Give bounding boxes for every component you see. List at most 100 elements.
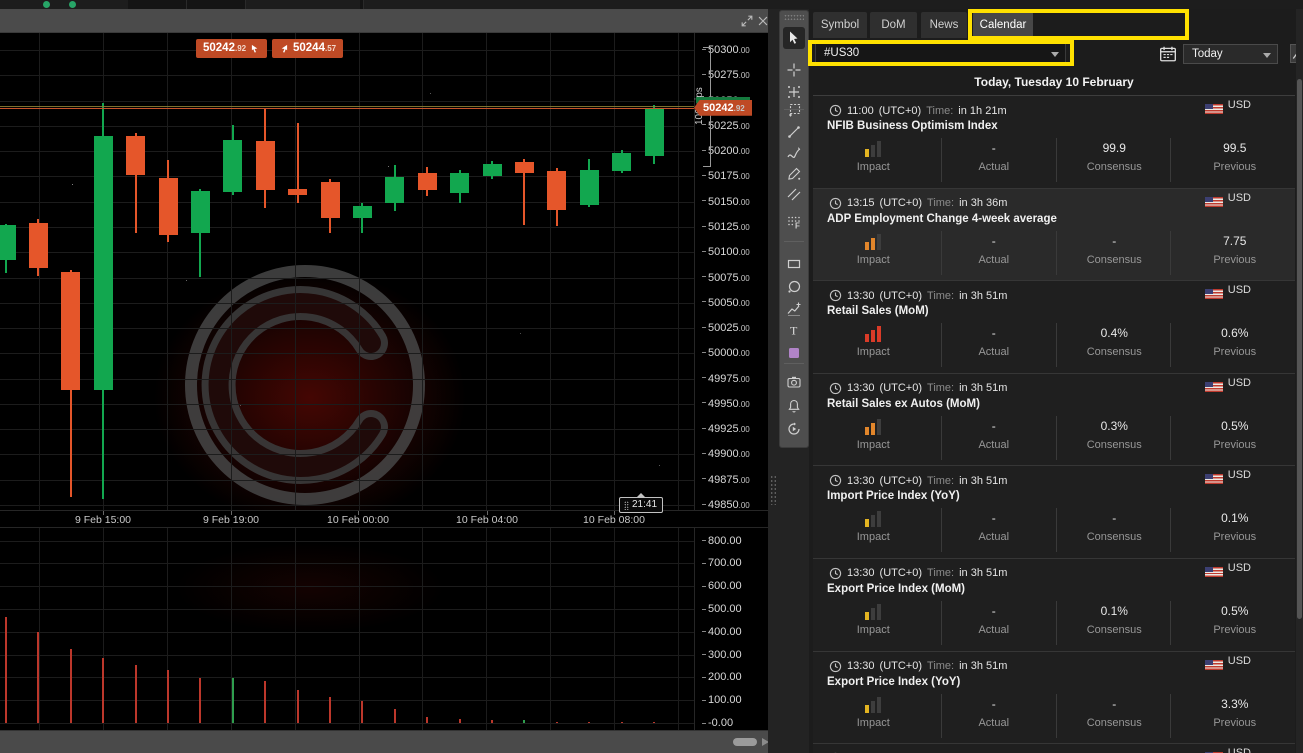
replay-tool[interactable] xyxy=(783,418,805,440)
tab-dom[interactable]: DoM xyxy=(870,12,917,38)
time-axis-label: 10 Feb 00:00 xyxy=(327,514,389,526)
splitter-grip-icon[interactable] xyxy=(770,475,777,505)
symbol-select[interactable]: #US30 xyxy=(815,43,1066,64)
expand-icon[interactable] xyxy=(740,14,754,28)
candle-wick xyxy=(134,132,137,233)
calendar-event-row[interactable]: 13:30 (UTC+0) Time: in 3h 51m USD Retail Sale… xyxy=(813,281,1295,374)
clock-icon xyxy=(829,660,842,672)
time-axis[interactable]: 9 Feb 15:00 9 Feb 19:00 10 Feb 00:00 10 Feb… xyxy=(0,510,768,527)
side-panel: Symbol DoM News Calendar #US30 Today Today,… xyxy=(809,9,1303,753)
price-axis-tick: 4992500 xyxy=(702,423,750,435)
screenshot-tool[interactable] xyxy=(783,371,805,393)
time-gridline xyxy=(295,528,296,730)
ellipse-tool[interactable] xyxy=(783,276,805,298)
hscrollbar-handle[interactable] xyxy=(733,738,757,746)
chart-window-header xyxy=(0,9,768,33)
ask-price-badge[interactable]: 5024457 xyxy=(272,39,344,58)
candlestick xyxy=(223,139,243,192)
trend-line-tool[interactable] xyxy=(783,121,805,143)
price-axis-tick: 5030000 xyxy=(702,44,750,56)
top-tab-stub xyxy=(128,0,187,9)
time-gridline xyxy=(422,33,423,510)
clock-icon xyxy=(829,382,842,394)
brush-tool[interactable] xyxy=(783,163,805,185)
panel-vscrollbar[interactable] xyxy=(1296,9,1303,753)
time-axis-label: 10 Feb 08:00 xyxy=(583,514,645,526)
price-gridline xyxy=(0,50,694,51)
impact-cell: Impact xyxy=(813,136,934,184)
event-eta: in 1h 21m xyxy=(958,104,1007,117)
crosshair-magnet-tool[interactable] xyxy=(783,81,805,103)
volume-gridline xyxy=(0,700,694,702)
calendar-event-row[interactable]: 13:30 (UTC+0) Time: in 3h 51m USD Import Pric… xyxy=(813,466,1295,559)
scroll-right-arrow-icon[interactable] xyxy=(762,738,769,746)
impact-icon xyxy=(865,603,882,620)
calendar-event-row[interactable]: 13:30 (UTC+0) Time: in 3h 51m USD Export Pric… xyxy=(813,558,1295,652)
bid-price-badge[interactable]: 5024292 xyxy=(196,39,268,58)
volume-gridline xyxy=(0,563,694,565)
calendar-event-row[interactable]: 13:30 (UTC+0) Time: in 3h 51m USD Retail Sale… xyxy=(813,373,1295,467)
previous-value: 99.5 xyxy=(1223,141,1247,155)
previous-value: 7.75 xyxy=(1223,233,1247,248)
volume-bar xyxy=(588,721,591,723)
event-schedule-line: 13:30 (UTC+0) Time: in 3h 51m xyxy=(829,659,1295,674)
alert-tool[interactable] xyxy=(783,395,805,417)
event-stats: Impact - Actual 0.4% Consensus 0.6% Previous xyxy=(813,321,1295,369)
us-flag-icon xyxy=(1205,104,1223,114)
calendar-event-row[interactable]: 13:30 (UTC+0) Time: in 3h 51m USD Export Pric… xyxy=(813,651,1295,745)
status-dot-icon xyxy=(69,1,76,8)
volume-bar xyxy=(102,658,105,723)
volume-bar xyxy=(361,701,364,723)
cursor-tool[interactable] xyxy=(783,27,805,49)
color-swatch-tool[interactable] xyxy=(783,342,805,364)
calendar-event-row[interactable]: 13:15 (UTC+0) Time: in 3h 36m USD ADP Employm… xyxy=(813,188,1295,282)
status-dot-icon xyxy=(43,1,50,8)
price-chart-plot[interactable]: 5030000502750050250005022500502000050175… xyxy=(0,33,768,510)
volume-bar xyxy=(555,721,558,723)
date-range-select[interactable]: Today xyxy=(1183,44,1278,64)
calendar-icon[interactable] xyxy=(1159,45,1177,63)
time-axis-tick xyxy=(231,511,232,515)
previous-cell: 0.1% Previous xyxy=(1213,511,1257,544)
polyline-tool[interactable] xyxy=(783,142,805,164)
volume-bar xyxy=(134,665,137,723)
column-separator xyxy=(1170,138,1171,182)
impact-label: Impact xyxy=(856,623,890,636)
price-axis-tick: 4995000 xyxy=(702,398,750,410)
consensus-value: - xyxy=(1112,511,1117,526)
actual-value: - xyxy=(991,326,996,341)
watermark-glow-lower xyxy=(130,528,490,648)
vscrollbar-thumb[interactable] xyxy=(1297,79,1302,619)
column-separator xyxy=(1056,415,1057,460)
volume-bar xyxy=(167,670,169,723)
calendar-event-row[interactable]: 11:00 (UTC+0) Time: in 1h 21m USD NFIB Busine… xyxy=(813,96,1295,189)
tab-calendar[interactable]: Calendar xyxy=(973,12,1033,38)
svg-text:F: F xyxy=(795,222,800,231)
crosshair-tool[interactable] xyxy=(783,59,805,81)
event-currency: USD xyxy=(1227,99,1251,111)
close-icon[interactable] xyxy=(756,14,770,28)
price-axis-tick: 4997500 xyxy=(702,373,750,385)
rectangle-tool[interactable] xyxy=(783,253,805,275)
parallel-channel-tool[interactable] xyxy=(783,183,805,205)
volume-pane[interactable]: 800.00 700.00 600.00 500.00 400.00 300.00 200.… xyxy=(0,527,768,730)
chart-hscrollbar[interactable] xyxy=(0,730,769,753)
column-separator xyxy=(941,600,942,645)
column-separator xyxy=(1170,693,1171,738)
buy-tag-icon xyxy=(281,44,288,53)
column-separator xyxy=(941,323,942,368)
fibonacci-grid-tool[interactable]: F xyxy=(783,211,805,233)
actual-value: - xyxy=(991,696,996,711)
tab-news[interactable]: News xyxy=(921,12,967,38)
equidistant-channel-tool[interactable] xyxy=(783,298,805,320)
price-gridline xyxy=(0,252,694,254)
toolbar-grip-icon[interactable] xyxy=(784,14,804,21)
box-select-tool[interactable] xyxy=(783,99,805,121)
event-name: Export Price Index (YoY) xyxy=(827,675,961,688)
us-flag-icon xyxy=(1205,566,1223,577)
text-tool[interactable]: T xyxy=(783,319,805,341)
consensus-cell: 0.1% Consensus xyxy=(1086,603,1142,636)
tab-symbol[interactable]: Symbol xyxy=(813,12,867,38)
